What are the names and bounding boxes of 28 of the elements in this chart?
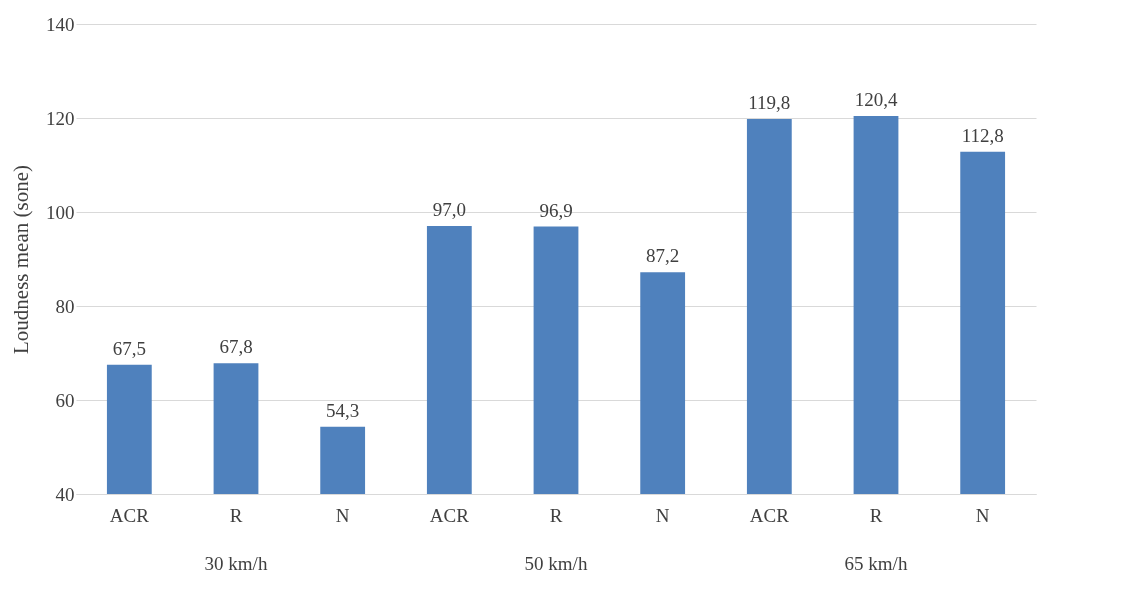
x-tick-label: R	[869, 504, 883, 526]
y-tick-label: 140	[46, 13, 75, 35]
data-label: 54,3	[326, 399, 360, 421]
x-tick-label: ACR	[109, 504, 150, 526]
x-tick-label: N	[975, 504, 990, 526]
data-label: 96,9	[539, 199, 573, 221]
data-label: 67,8	[219, 336, 253, 358]
text: 50 km/h	[524, 553, 588, 574]
x-tick-label: R	[549, 504, 563, 526]
y-tick-label: 80	[55, 295, 75, 317]
y-tick-label: 120	[46, 107, 75, 129]
x-tick-label: N	[335, 504, 350, 526]
data-label: 67,5	[112, 337, 146, 359]
x-tick-label: ACR	[429, 504, 470, 526]
data-label: 97,0	[432, 199, 466, 221]
x-tick-label: R	[229, 504, 243, 526]
data-label: 120,4	[854, 89, 898, 111]
x-tick-label: N	[655, 504, 670, 526]
y-tick-label: 60	[55, 389, 75, 411]
text: 65 km/h	[844, 553, 908, 574]
y-tick-label: 40	[55, 483, 75, 505]
data-label: 112,8	[961, 124, 1004, 146]
y-tick-label: 100	[46, 201, 75, 223]
text: 30 km/h	[204, 553, 268, 574]
y-axis-title: Loudness mean (sone)	[9, 165, 33, 354]
x-tick-label: ACR	[749, 504, 790, 526]
data-label: 87,2	[646, 245, 680, 267]
data-label: 119,8	[748, 91, 791, 113]
